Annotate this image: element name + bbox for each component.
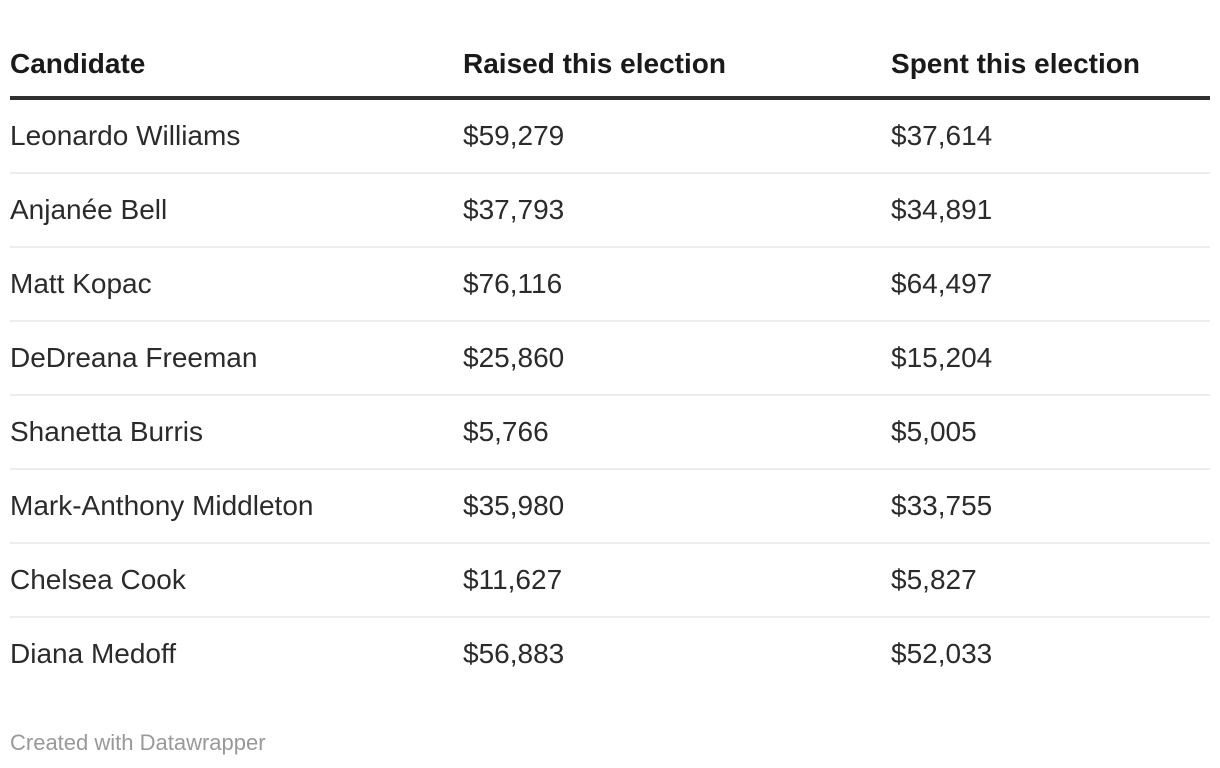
footer: Created with Datawrapper (10, 730, 1210, 756)
header-row: Candidate Raised this election Spent thi… (10, 0, 1210, 100)
table-row: Anjanée Bell $37,793 $34,891 (10, 172, 1210, 247)
candidate-name: Diana Medoff (10, 616, 463, 690)
table-row: Matt Kopac $76,116 $64,497 (10, 246, 1210, 321)
candidate-name: Mark-Anthony Middleton (10, 468, 463, 543)
candidate-name: DeDreana Freeman (10, 320, 463, 395)
datawrapper-attribution-link[interactable]: Created with Datawrapper (10, 730, 266, 755)
campaign-finance-table: Candidate Raised this election Spent thi… (10, 0, 1210, 690)
raised-amount: $11,627 (463, 542, 892, 617)
raised-amount: $59,279 (463, 120, 565, 151)
spent-amount: $37,614 (891, 120, 993, 151)
table-row: Leonardo Williams $59,279 $37,614 (10, 98, 1210, 173)
table-row: Chelsea Cook $11,627 $5,827 (10, 542, 1210, 617)
spent-amount: $5,827 (891, 542, 1210, 617)
raised-amount: $37,793 (463, 172, 892, 247)
table-row: Shanetta Burris $5,766 $5,005 (10, 394, 1210, 469)
spent-amount: $33,755 (891, 468, 1210, 543)
raised-amount: $25,860 (463, 320, 892, 395)
candidate-name: Leonardo Williams (10, 120, 241, 151)
candidate-name: Chelsea Cook (10, 542, 463, 617)
column-header-candidate: Candidate (10, 0, 463, 100)
spent-amount: $5,005 (891, 394, 1210, 469)
column-header-raised: Raised this election (463, 0, 892, 100)
column-header-spent: Spent this election (891, 0, 1210, 100)
spent-amount: $64,497 (891, 246, 1210, 321)
candidate-name: Shanetta Burris (10, 394, 463, 469)
raised-amount: $35,980 (463, 468, 892, 543)
table-row: Diana Medoff $56,883 $52,033 (10, 616, 1210, 690)
candidate-name: Matt Kopac (10, 246, 463, 321)
raised-amount: $56,883 (463, 616, 892, 690)
raised-amount: $5,766 (463, 394, 892, 469)
raised-amount: $76,116 (463, 246, 892, 321)
spent-amount: $52,033 (891, 616, 1210, 690)
spent-amount: $15,204 (891, 320, 1210, 395)
spent-amount: $34,891 (891, 172, 1210, 247)
candidate-name: Anjanée Bell (10, 172, 463, 247)
table-row: Mark-Anthony Middleton $35,980 $33,755 (10, 468, 1210, 543)
table-row: DeDreana Freeman $25,860 $15,204 (10, 320, 1210, 395)
